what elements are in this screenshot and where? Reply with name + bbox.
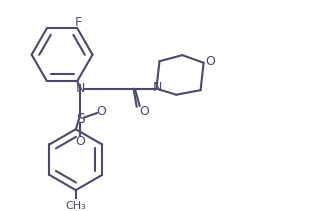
Text: O: O <box>205 55 215 68</box>
Text: N: N <box>153 81 162 94</box>
Text: O: O <box>139 105 149 118</box>
Text: N: N <box>76 82 85 95</box>
Text: CH₃: CH₃ <box>65 201 86 211</box>
Text: F: F <box>75 16 82 29</box>
Text: O: O <box>97 105 107 118</box>
Text: S: S <box>76 112 85 126</box>
Text: O: O <box>75 135 85 148</box>
